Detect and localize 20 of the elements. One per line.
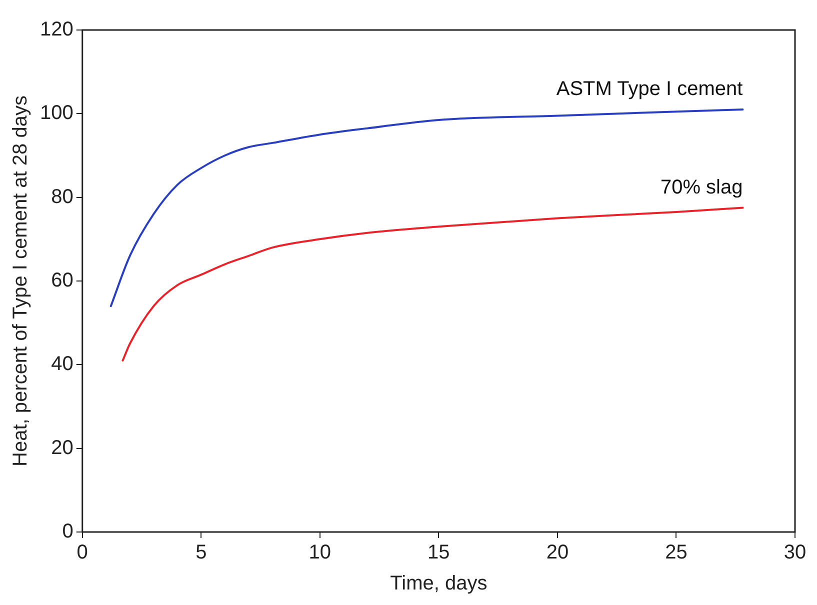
series-label: 70% slag bbox=[660, 176, 743, 198]
y-tick-label: 120 bbox=[40, 18, 74, 41]
x-tick-label: 5 bbox=[196, 542, 207, 564]
y-tick-label: 100 bbox=[40, 102, 74, 124]
line-series bbox=[110, 108, 744, 308]
y-tick-label: 60 bbox=[51, 270, 74, 292]
y-tick-label: 80 bbox=[51, 186, 74, 208]
y-axis-title: Heat, percent of Type I cement at 28 days bbox=[10, 96, 32, 466]
x-tick-label: 20 bbox=[546, 542, 569, 564]
x-tick-label: 15 bbox=[428, 542, 450, 564]
x-tick-label: 30 bbox=[784, 542, 806, 564]
y-tick-label: 0 bbox=[62, 520, 74, 543]
x-axis-title: Time, days bbox=[390, 572, 488, 595]
y-tick-label: 20 bbox=[51, 436, 74, 459]
series-label: ASTM Type I cement bbox=[556, 78, 744, 100]
x-tick-label: 0 bbox=[76, 542, 88, 564]
x-tick-label: 25 bbox=[665, 542, 688, 564]
y-tick-label: 40 bbox=[51, 353, 74, 376]
x-tick-label: 10 bbox=[308, 542, 332, 564]
line-series bbox=[122, 206, 744, 362]
